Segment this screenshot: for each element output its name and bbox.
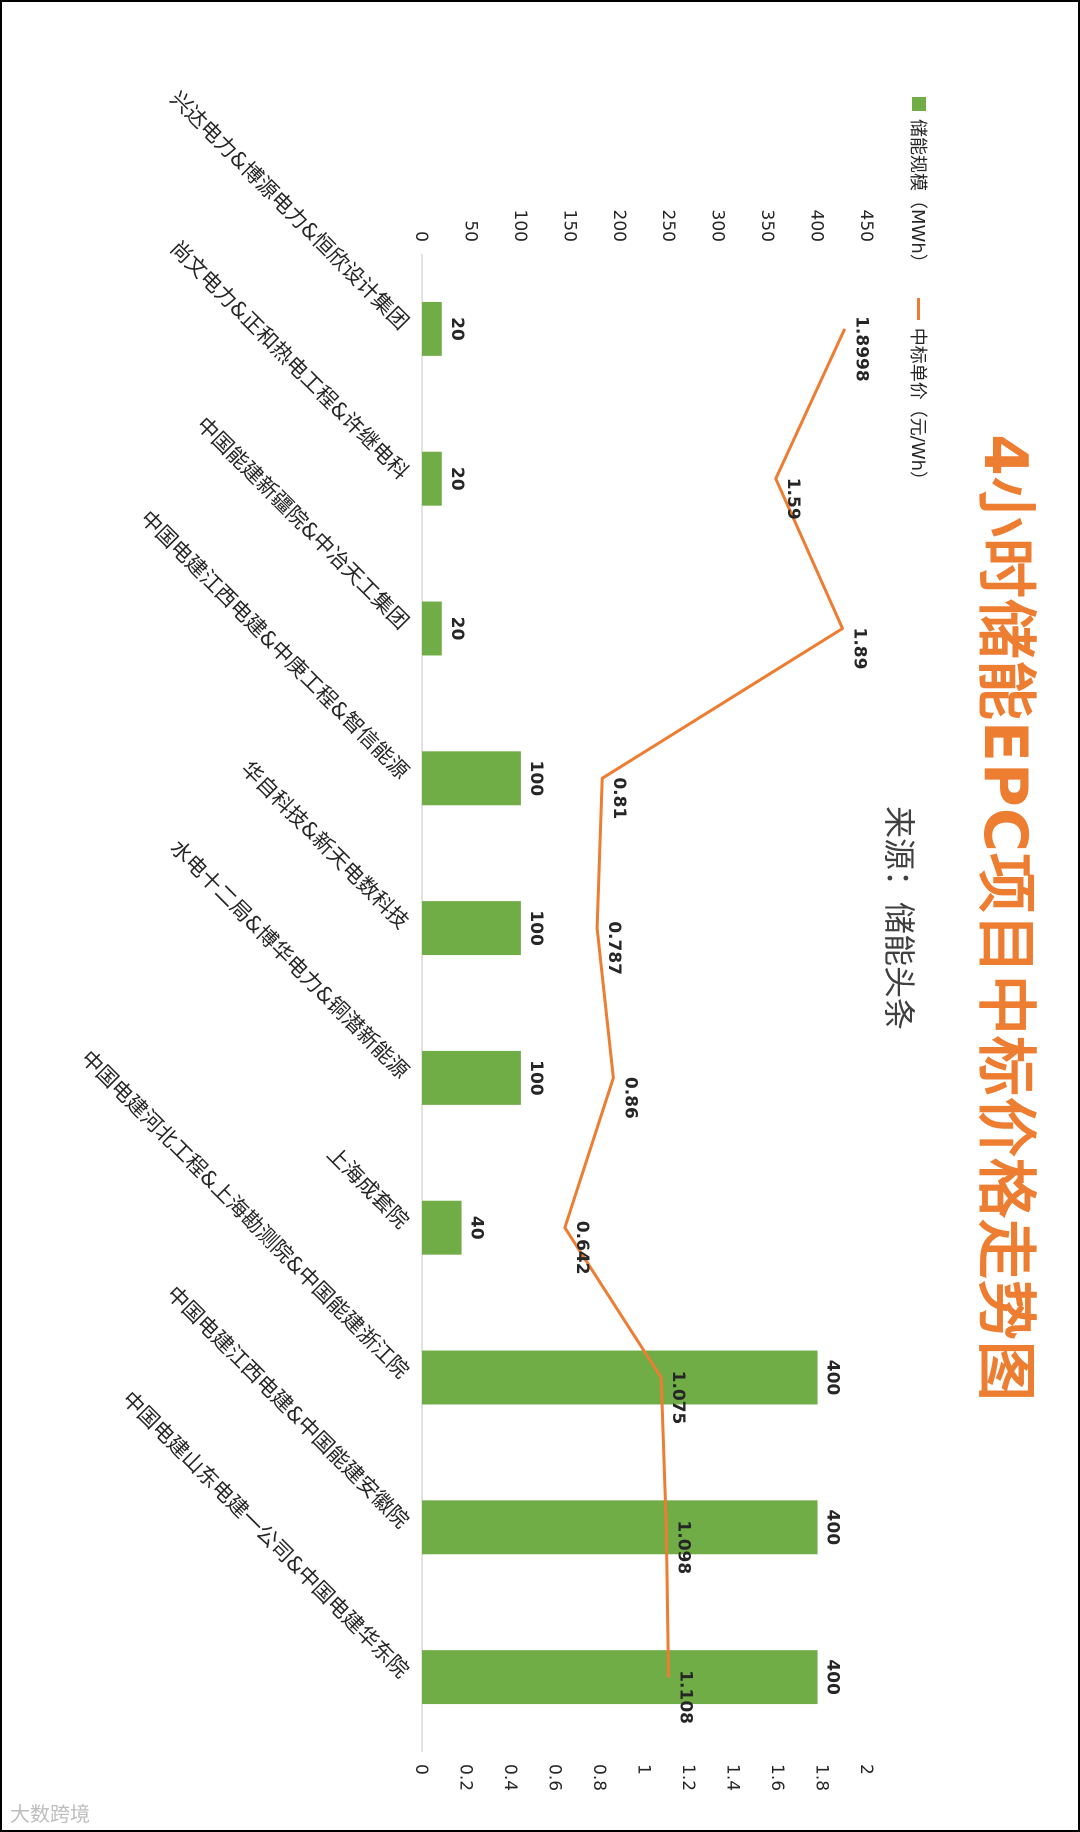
category-label: 中国电建山东电建一公司&中国电建华东院 [118, 1387, 414, 1683]
left-axis-tick-label: 450 [856, 210, 876, 242]
right-axis-tick-label: 0.4 [500, 1764, 520, 1791]
bar [421, 601, 442, 656]
category-label: 尚文电力&正和热电工程&许继电科 [165, 236, 413, 484]
left-axis-tick-label: 250 [658, 210, 678, 242]
bar [421, 451, 442, 506]
bar-data-label: 40 [467, 1216, 487, 1240]
line-data-label: 0.642 [572, 1221, 592, 1275]
right-axis-tick-label: 1.2 [678, 1764, 698, 1791]
category-label: 中国电建江西电建&中国能建安徽院 [162, 1282, 413, 1533]
bar [422, 1350, 818, 1405]
category-label: 上海成套院 [322, 1142, 413, 1233]
bar-data-label: 400 [823, 1510, 843, 1546]
bar-data-label: 20 [447, 317, 467, 341]
right-axis-tick-label: 1.8 [812, 1764, 832, 1791]
bar [422, 1500, 818, 1555]
line-data-label: 1.098 [673, 1520, 693, 1574]
line-data-label: 1.89 [850, 628, 870, 670]
left-axis-tick-label: 0 [411, 231, 431, 242]
bar [422, 1050, 521, 1105]
line-data-label: 1.8998 [852, 316, 872, 382]
right-axis-tick-label: 1.6 [767, 1764, 787, 1791]
line-data-label: 0.787 [604, 921, 624, 975]
category-label: 中国电建江西电建&中庚工程&智信能源 [136, 506, 414, 784]
bar [421, 301, 442, 356]
left-axis-tick-label: 400 [807, 210, 827, 242]
bar-data-label: 20 [447, 617, 467, 641]
category-label: 中国电建河北工程&上海勘测院&中国能建浙江院 [76, 1046, 413, 1383]
left-axis-tick-label: 300 [708, 210, 728, 242]
right-axis-tick-label: 1.4 [723, 1764, 743, 1791]
bar-data-label: 400 [823, 1659, 843, 1695]
right-axis-tick-label: 0 [411, 1764, 431, 1775]
right-axis-tick-label: 1 [634, 1764, 654, 1775]
category-label: 兴达电力&博源电力&恒欣设计集团 [165, 86, 413, 334]
line-data-label: 0.86 [620, 1077, 640, 1119]
category-label: 华自科技&新天电数科技 [236, 757, 413, 934]
bar-data-label: 100 [526, 761, 546, 797]
watermark: 大数跨境 [10, 1802, 90, 1826]
category-label: 水电十二局&博华电力&铜潜新能源 [165, 835, 413, 1083]
line-data-label: 1.108 [676, 1670, 696, 1724]
left-axis-tick-label: 50 [460, 220, 480, 242]
right-axis-tick-label: 0.6 [545, 1764, 565, 1791]
line-data-label: 1.59 [783, 478, 803, 520]
price-line [563, 328, 847, 1678]
line-data-label: 0.81 [609, 777, 629, 819]
right-axis-tick-label: 0.2 [456, 1764, 476, 1791]
bar [422, 901, 521, 956]
left-axis-tick-label: 150 [559, 210, 579, 242]
bar-data-label: 400 [823, 1360, 843, 1396]
left-axis-tick-label: 350 [757, 210, 777, 242]
line-data-label: 1.075 [668, 1371, 688, 1425]
bar-data-label: 20 [447, 467, 467, 491]
left-axis-tick-label: 100 [510, 210, 530, 242]
left-axis-tick-label: 200 [609, 210, 629, 242]
bar-data-label: 100 [526, 910, 546, 946]
bar [422, 751, 521, 806]
bar [421, 1200, 462, 1255]
right-axis-tick-label: 2 [856, 1764, 876, 1775]
right-axis-tick-label: 0.8 [589, 1764, 609, 1791]
bar-data-label: 100 [526, 1060, 546, 1096]
bar [422, 1650, 818, 1705]
